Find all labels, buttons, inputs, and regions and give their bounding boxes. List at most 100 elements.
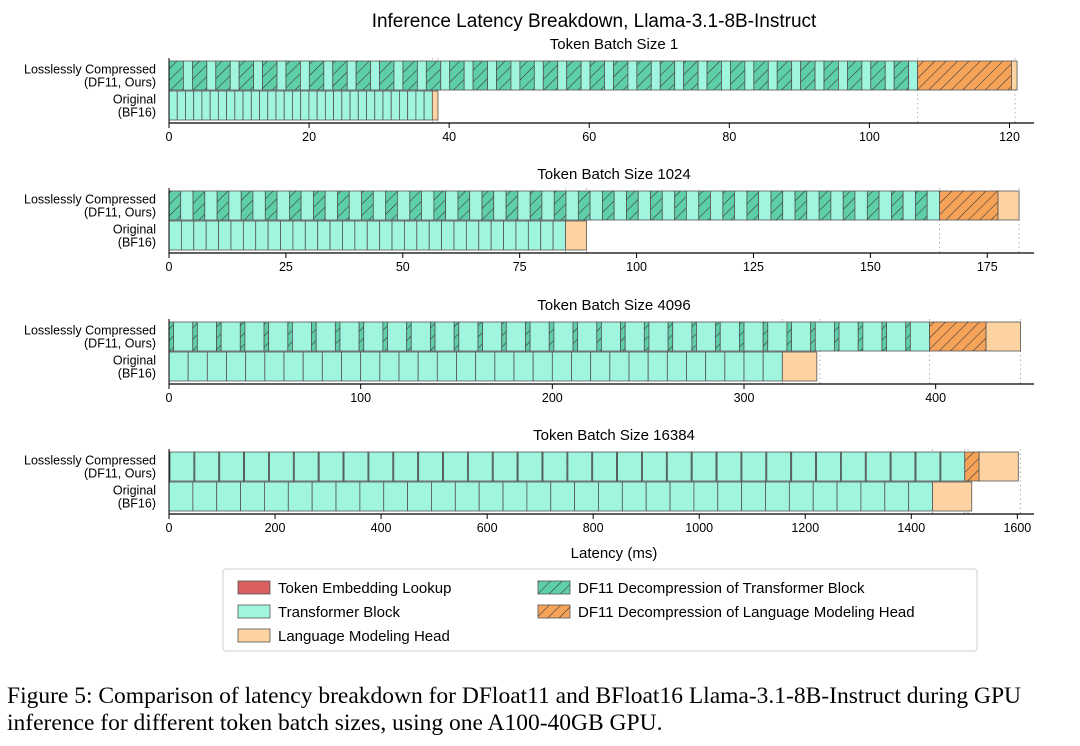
bf16-transformer-block-bar — [283, 90, 293, 121]
df11-decompress-block-bar-hatch — [786, 322, 792, 351]
df11-transformer-block-bar — [292, 321, 312, 352]
df11-decompress-block-bar-hatch — [192, 322, 198, 351]
df11-transformer-block-bar — [565, 190, 579, 221]
df11-transformer-block-bar — [368, 451, 394, 482]
bf16-transformer-block-bar — [230, 220, 244, 251]
bf16-transformer-block-bar — [526, 481, 552, 512]
bf16-transformer-block-bar — [317, 220, 331, 251]
df11-transformer-block-bar — [244, 451, 269, 482]
df11-transformer-block-bar — [300, 190, 314, 221]
df11-decompress-block-bar-hatch — [698, 191, 711, 220]
df11-transformer-block-bar — [510, 60, 521, 91]
df11-transformer-block-bar — [861, 60, 872, 91]
bf16-transformer-block-bar — [741, 481, 766, 512]
df11-transformer-block-bar — [440, 60, 451, 91]
df11-transformer-block-bar — [577, 321, 598, 352]
df11-decompress-block-bar-hatch — [293, 452, 295, 481]
x-tick-label: 400 — [371, 521, 392, 535]
df11-transformer-block-bar — [204, 190, 218, 221]
df11-decompress-block-bar-hatch — [289, 191, 302, 220]
bf16-transformer-block-bar — [478, 481, 504, 512]
bf16-transformer-block-bar — [647, 351, 668, 382]
df11-decompress-block-bar-hatch — [591, 452, 593, 481]
df11-transformer-block-bar — [487, 60, 497, 91]
df11-transformer-block-bar — [666, 451, 692, 482]
bf16-transformer-block-bar — [765, 481, 790, 512]
df11-decompress-block-bar-hatch — [666, 452, 668, 481]
category-label-bf16: Original — [113, 354, 156, 368]
df11-transformer-block-bar — [721, 60, 731, 91]
x-tick-label: 0 — [166, 391, 173, 405]
bf16-transformer-block-bar — [292, 90, 302, 121]
bf16-transformer-block-bar — [311, 481, 337, 512]
df11-transformer-block-bar — [339, 321, 360, 352]
category-label-bf16: (BF16) — [118, 106, 156, 120]
bf16-transformer-block-bar — [168, 481, 194, 512]
df11-transformer-block-bar — [744, 60, 755, 91]
bf16-transformer-block-bar — [168, 90, 178, 121]
df11-transformer-block-bar — [252, 190, 266, 221]
bf16-transformer-block-bar — [743, 351, 764, 382]
df11-decompress-block-bar-hatch — [264, 322, 269, 351]
df11-decompress-block-bar-hatch — [596, 322, 602, 351]
df11-transformer-block-bar — [169, 451, 195, 482]
df11-decompress-block-bar-hatch — [543, 61, 558, 90]
df11-transformer-block-bar — [219, 451, 245, 482]
df11-transformer-block-bar — [482, 321, 503, 352]
bf16-transformer-block-bar — [399, 90, 409, 121]
panel-subtitle: Token Batch Size 1 — [550, 36, 678, 53]
bf16-transformer-block-bar — [360, 351, 381, 382]
df11-decompress-block-bar-hatch — [707, 61, 722, 90]
df11-transformer-block-bar — [841, 451, 866, 482]
df11-decompress-block-bar-hatch — [309, 61, 324, 90]
df11-transformer-block-bar — [346, 60, 357, 91]
bf16-transformer-block-bar — [693, 481, 719, 512]
bf16-transformer-block-bar — [359, 481, 385, 512]
bf16-transformer-block-bar — [168, 351, 189, 382]
bf16-transformer-block-bar — [193, 220, 207, 251]
df11-decompress-block-bar-hatch — [218, 452, 220, 481]
bf16-transformer-block-bar — [341, 90, 351, 121]
df11-lm-head-bar — [997, 190, 1020, 221]
df11-transformer-block-bar — [458, 321, 479, 352]
df11-decompress-block-bar-hatch — [765, 452, 767, 481]
bf16-transformer-block-bar — [788, 481, 814, 512]
df11-transformer-block-bar — [229, 60, 240, 91]
category-label-df11: (DF11, Ours) — [84, 206, 156, 220]
category-label-bf16: (BF16) — [118, 497, 156, 511]
df11-transformer-block-bar — [194, 451, 220, 482]
bf16-transformer-block-bar — [280, 220, 294, 251]
df11-decompress-block-bar-hatch — [715, 322, 721, 351]
bf16-transformer-block-bar — [245, 351, 266, 382]
df11-decompress-block-bar-hatch — [517, 452, 519, 481]
bf16-transformer-block-bar — [216, 481, 241, 512]
legend-label-dlmh: DF11 Decompression of Language Modeling … — [578, 604, 915, 621]
df11-decompress-block-bar-hatch — [834, 322, 840, 351]
category-label-df11: (DF11, Ours) — [84, 467, 156, 481]
panel-subtitle: Token Batch Size 1024 — [537, 166, 690, 183]
bf16-transformer-block-bar — [264, 481, 289, 512]
df11-transformer-block-bar — [758, 190, 772, 221]
df11-decompress-block-bar-hatch — [285, 61, 301, 90]
x-tick-label: 600 — [477, 521, 498, 535]
legend-label-lmh: Language Modeling Head — [278, 628, 450, 645]
bf16-transformer-block-bar — [628, 351, 649, 382]
bf16-transformer-block-bar — [379, 220, 393, 251]
legend-swatch-lmh — [237, 628, 271, 643]
df11-transformer-block-bar — [791, 451, 816, 482]
df11-decompress-block-bar-hatch — [343, 452, 345, 481]
bf16-transformer-block-bar — [540, 220, 554, 251]
x-tick-label: 0 — [166, 260, 173, 274]
df11-transformer-block-bar — [323, 60, 334, 91]
df11-transformer-block-bar — [908, 60, 918, 91]
df11-transformer-block-bar — [838, 60, 848, 91]
df11-decompress-block-bar-hatch — [915, 191, 928, 220]
bf16-transformer-block-bar — [206, 351, 227, 382]
df11-decompress-block-bar-hatch — [824, 61, 839, 90]
x-tick-label: 1600 — [1003, 521, 1031, 535]
df11-transformer-block-bar — [173, 321, 194, 352]
df11-transformer-block-bar — [915, 451, 941, 482]
df11-decompress-block-bar-hatch — [905, 322, 911, 351]
df11-transformer-block-bar — [469, 190, 483, 221]
bf16-transformer-block-bar — [465, 220, 480, 251]
